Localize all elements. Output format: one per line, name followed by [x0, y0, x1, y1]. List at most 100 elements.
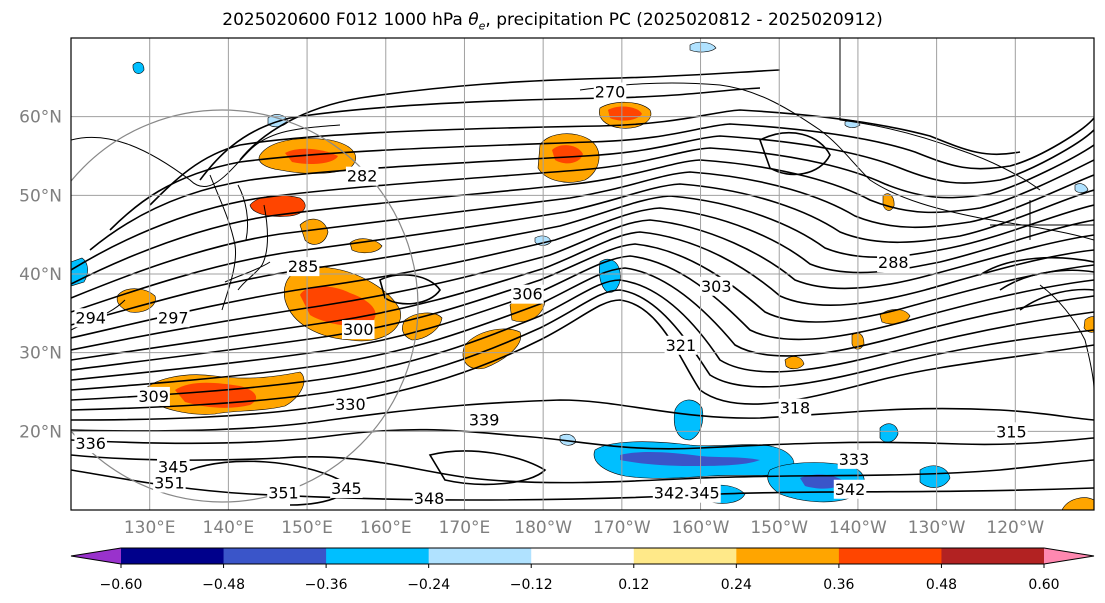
lon-tick-label: 130°E	[124, 518, 176, 538]
contour-label: 282	[347, 167, 378, 186]
title-theta: θ	[468, 10, 479, 30]
lon-tick-label: 150°W	[750, 518, 808, 538]
title-prefix: 2025020600 F012 1000 hPa	[222, 10, 469, 30]
latitude-labels: 20°N 30°N 40°N 50°N 60°N	[19, 108, 62, 443]
contour-label-background	[74, 308, 107, 328]
contour-label-background	[652, 483, 686, 503]
colorbar-bin	[326, 548, 430, 564]
contour-label: 345	[158, 458, 189, 477]
colorbar-tick-label: −0.12	[510, 577, 553, 593]
contour-label: 288	[878, 253, 909, 272]
contour-label-background	[511, 284, 544, 304]
contour-label-background	[688, 483, 721, 503]
colorbar-bin	[121, 548, 225, 564]
contour-labels: 270 282 285 288 294 297 300 303 306 309 315 318 321 3…	[74, 82, 1028, 509]
colorbar-tick-label: 0.24	[721, 577, 752, 593]
lon-tick-label: 160°E	[360, 518, 412, 538]
contour-label: 306	[512, 285, 543, 304]
contour-label: 348	[414, 489, 445, 508]
lat-tick-label: 50°N	[19, 186, 62, 206]
contour-label: 330	[335, 395, 366, 414]
contour-label-background	[286, 257, 320, 277]
lat-tick-label: 30°N	[19, 344, 62, 364]
contour-label-background	[664, 335, 698, 355]
contour-label: 294	[75, 308, 106, 327]
contour-label-background	[157, 308, 190, 328]
contour-label-background	[995, 422, 1028, 442]
contour-label: 309	[138, 387, 169, 406]
contour-label: 303	[701, 277, 732, 296]
contour-label: 333	[839, 450, 870, 469]
contour-label: 321	[666, 336, 697, 355]
colorbar-bin	[941, 548, 1045, 564]
colorbar-tick-label: 0.36	[823, 577, 854, 593]
contour-label: 351	[154, 473, 185, 492]
colorbar-bin	[633, 548, 737, 564]
contour-label-background	[334, 394, 367, 414]
lat-tick-label: 20°N	[19, 422, 62, 442]
lon-tick-label: 140°E	[203, 518, 255, 538]
contour-label-background	[157, 457, 190, 477]
lon-tick-label: 120°W	[986, 518, 1044, 538]
lat-tick-label: 60°N	[19, 108, 62, 128]
contour-label: 342	[654, 484, 685, 503]
lon-tick-label: 160°W	[672, 518, 730, 538]
contour-label-background	[345, 166, 379, 186]
colorbar-bin	[531, 548, 635, 564]
contour-label-background	[330, 478, 363, 498]
colorbar-tick-label: −0.36	[305, 577, 348, 593]
contour-label-background	[700, 276, 733, 296]
colorbar-tick-label: 0.60	[1028, 577, 1059, 593]
precipitation-shading	[71, 41, 1094, 510]
plot-frame	[70, 37, 1095, 511]
contour-label: 339	[469, 411, 500, 430]
contour-label: 300	[343, 320, 374, 339]
contour-label: 318	[780, 399, 811, 418]
colorbar-bin	[428, 548, 532, 564]
contour-label-background	[877, 253, 910, 273]
colorbar-tick-label: −0.60	[100, 577, 143, 593]
contour-label: 345	[331, 479, 362, 498]
lon-tick-label: 170°W	[593, 518, 651, 538]
contour-label-background	[137, 386, 170, 406]
contour-label: 315	[996, 422, 1027, 441]
lon-tick-label: 170°E	[439, 518, 491, 538]
contour-label-background	[593, 82, 627, 102]
contour-label-background	[837, 449, 871, 469]
contour-label-background	[341, 320, 375, 340]
lon-tick-label: 140°W	[829, 518, 887, 538]
contour-label: 270	[595, 82, 626, 101]
lon-tick-label: 130°W	[908, 518, 966, 538]
title-suffix: , precipitation PC (2025020812 - 2025020…	[485, 10, 883, 30]
theta-e-contours	[71, 69, 1094, 506]
colorbar	[70, 547, 1095, 565]
contour-label: 297	[158, 308, 189, 327]
colorbar-extend-max	[1044, 548, 1094, 564]
lon-tick-label: 180°W	[514, 518, 572, 538]
colorbar-bin	[223, 548, 327, 564]
chart-title: 2025020600 F012 1000 hPa θe, precipitati…	[0, 10, 1105, 32]
contour-label: 342	[835, 480, 866, 499]
colorbar-extend-min	[71, 548, 121, 564]
colorbar-tick-labels: −0.60 −0.48 −0.36 −0.24 −0.12 0.12 0.24 0.36 0.4…	[100, 564, 1060, 593]
title-theta-sub: e	[478, 19, 486, 33]
contour-label-background	[833, 479, 867, 499]
gridlines	[71, 38, 1094, 510]
contour-label: 351	[268, 484, 299, 503]
lat-tick-label: 40°N	[19, 265, 62, 285]
colorbar-tick-label: −0.48	[202, 577, 245, 593]
lon-tick-label: 150°E	[281, 518, 333, 538]
colorbar-bin	[838, 548, 942, 564]
contour-label-background	[267, 483, 300, 503]
contour-label-background	[778, 398, 812, 418]
colorbar-tick-label: 0.12	[618, 577, 649, 593]
contour-label: 336	[75, 434, 106, 453]
range-circle	[71, 109, 419, 503]
colorbar-tick-label: 0.48	[926, 577, 957, 593]
contour-label-background	[153, 473, 186, 493]
contour-label-background	[74, 434, 107, 454]
longitude-labels: 130°E 140°E 150°E 160°E 170°E 180°W 170°W 160°W…	[124, 518, 1045, 538]
contour-label-background	[467, 410, 501, 430]
colorbar-bin	[736, 548, 840, 564]
